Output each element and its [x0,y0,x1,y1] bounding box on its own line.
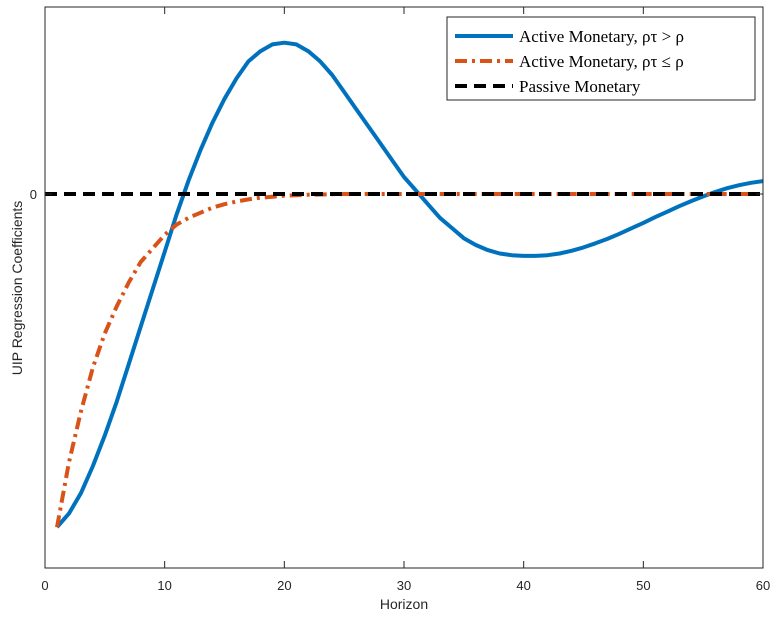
legend-label-active-le: Active Monetary, ρτ ≤ ρ [519,52,684,71]
y-tick-label-0: 0 [30,187,37,202]
x-tick-label-3: 30 [397,578,411,593]
y-axis-label: UIP Regression Coefficients [9,201,25,376]
legend-label-active-gt: Active Monetary, ρτ > ρ [519,27,684,46]
tick-layer: 0 10 20 30 40 50 60 0 [30,7,770,593]
x-tick-label-5: 50 [636,578,650,593]
x-axis-label: Horizon [380,596,428,612]
x-tick-label-1: 10 [157,578,171,593]
series-line-0 [55,40,764,529]
x-tick-label-4: 40 [516,578,530,593]
x-tick-label-0: 0 [41,578,48,593]
x-tick-label-6: 60 [756,578,770,593]
legend-label-passive: Passive Monetary [519,77,641,96]
x-tick-label-2: 20 [277,578,291,593]
legend: Active Monetary, ρτ > ρ Active Monetary,… [446,16,756,101]
series-layer [45,40,764,529]
